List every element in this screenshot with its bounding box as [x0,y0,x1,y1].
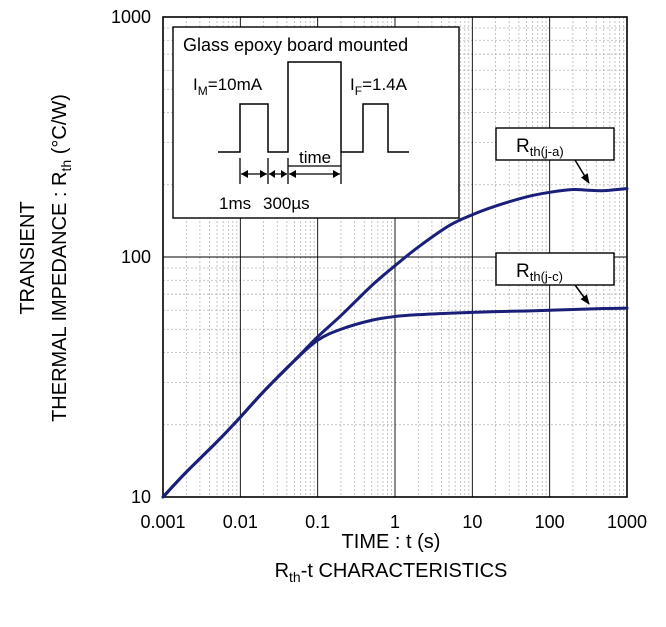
x-axis-label: TIME : t (s) [342,531,441,553]
x-tick-label: 0.01 [223,512,258,532]
series-label-text: Rth(j-a) [516,136,564,159]
inset-box [172,26,460,219]
series-label-box [495,252,615,286]
duration-arrowheads-300us [269,170,287,178]
x-tick-label: 1 [390,512,400,532]
series-layer [161,186,629,499]
series-label-text: Rth(j-c) [516,261,563,284]
series-label-rth-ja: Rth(j-a) [495,127,615,184]
y-tick-labels: 10 100 1000 [111,7,151,507]
inset-title: Glass epoxy board mounted [183,35,408,55]
x-tick-label: 0.001 [140,512,185,532]
duration-label-300us: 300µs [263,194,310,213]
y-tick-label: 1000 [111,7,151,27]
duration-label-1ms: 1ms [219,194,251,213]
series-label-box [495,127,615,161]
series-line-rth-jc [161,306,629,499]
y-axis-label-line1: TRANSIENT [17,201,39,314]
chart-caption: Rth-t CHARACTERISTICS [275,560,508,585]
pulse-waveform [218,61,409,153]
x-tick-labels: 0.001 0.01 0.1 1 10 100 1000 [140,512,647,532]
y-axis-label-line2: THERMAL IMPEDANCE : Rth (°C/W) [49,94,74,422]
x-tick-label: 0.1 [305,512,330,532]
im-condition-label: IM=10mA [193,75,263,98]
y-tick-label: 10 [131,487,151,507]
duration-arrowheads-1ms [241,170,267,178]
test-condition-inset: Glass epoxy board mounted IM=10mA IF=1.4… [172,26,460,219]
x-tick-label: 1000 [607,512,647,532]
x-tick-label: 10 [462,512,482,532]
series-label-rth-jc: Rth(j-c) [495,252,615,305]
series-label-arrow [574,159,590,184]
x-tick-label: 100 [535,512,565,532]
series-label-arrow [574,284,590,305]
y-tick-label: 100 [121,247,151,267]
time-label: time [299,148,331,167]
plot-frame [162,16,628,498]
if-condition-label: IF=1.4A [350,75,408,98]
